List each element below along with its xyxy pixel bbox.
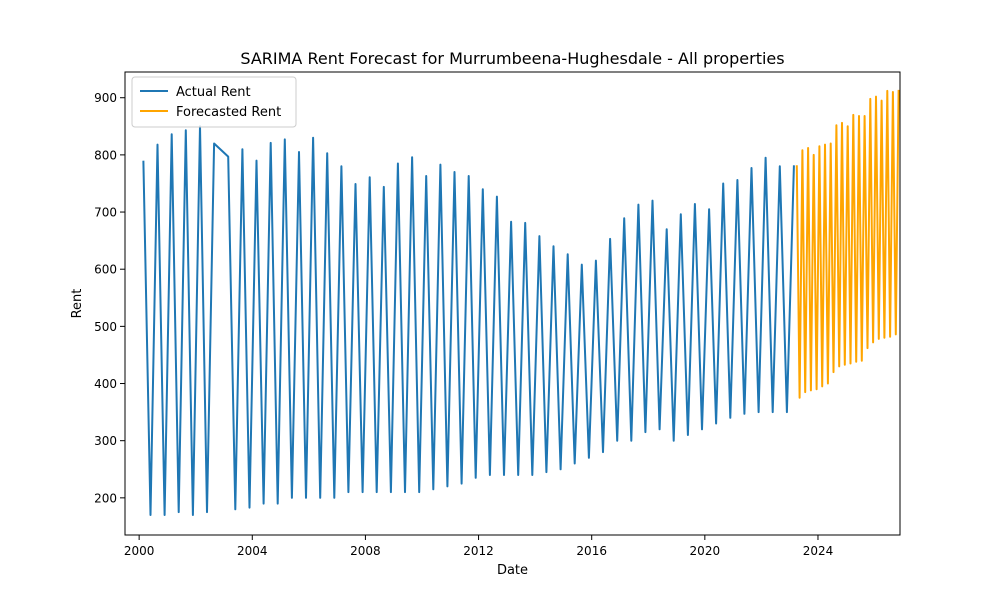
x-tick-label: 2016: [576, 544, 607, 558]
y-tick-label: 800: [94, 148, 117, 162]
y-tick-label: 300: [94, 434, 117, 448]
x-tick-label: 2008: [350, 544, 381, 558]
y-axis-label: Rent: [70, 289, 85, 319]
legend: Actual Rent Forecasted Rent: [131, 76, 297, 128]
series-layer: [142, 89, 900, 516]
plot-frame: [124, 71, 901, 536]
y-tick-label: 400: [94, 377, 117, 391]
x-tick-label: 2004: [237, 544, 268, 558]
series-line-actual-rent: [142, 125, 795, 516]
y-tick-label: 600: [94, 263, 117, 277]
x-tick-label: 2012: [463, 544, 494, 558]
x-tick-label: 2000: [124, 544, 155, 558]
x-tick-label: 2024: [803, 544, 834, 558]
y-tick-label: 900: [94, 91, 117, 105]
series-line-forecasted-rent: [795, 89, 900, 399]
x-axis: 2000 2004 2008 2012 2016 2020 2024: [124, 535, 833, 558]
y-tick-label: 700: [94, 206, 117, 220]
y-tick-label: 200: [94, 491, 117, 505]
legend-box: [131, 76, 297, 128]
chart-title: SARIMA Rent Forecast for Murrumbeena-Hug…: [240, 49, 784, 68]
legend-label-forecasted-rent: Forecasted Rent: [176, 105, 281, 120]
y-tick-label: 500: [94, 320, 117, 334]
legend-label-actual-rent: Actual Rent: [176, 85, 251, 100]
x-axis-label: Date: [497, 563, 528, 578]
x-tick-label: 2020: [690, 544, 721, 558]
y-axis: 200 300 400 500 600 700 800 900: [94, 91, 125, 505]
